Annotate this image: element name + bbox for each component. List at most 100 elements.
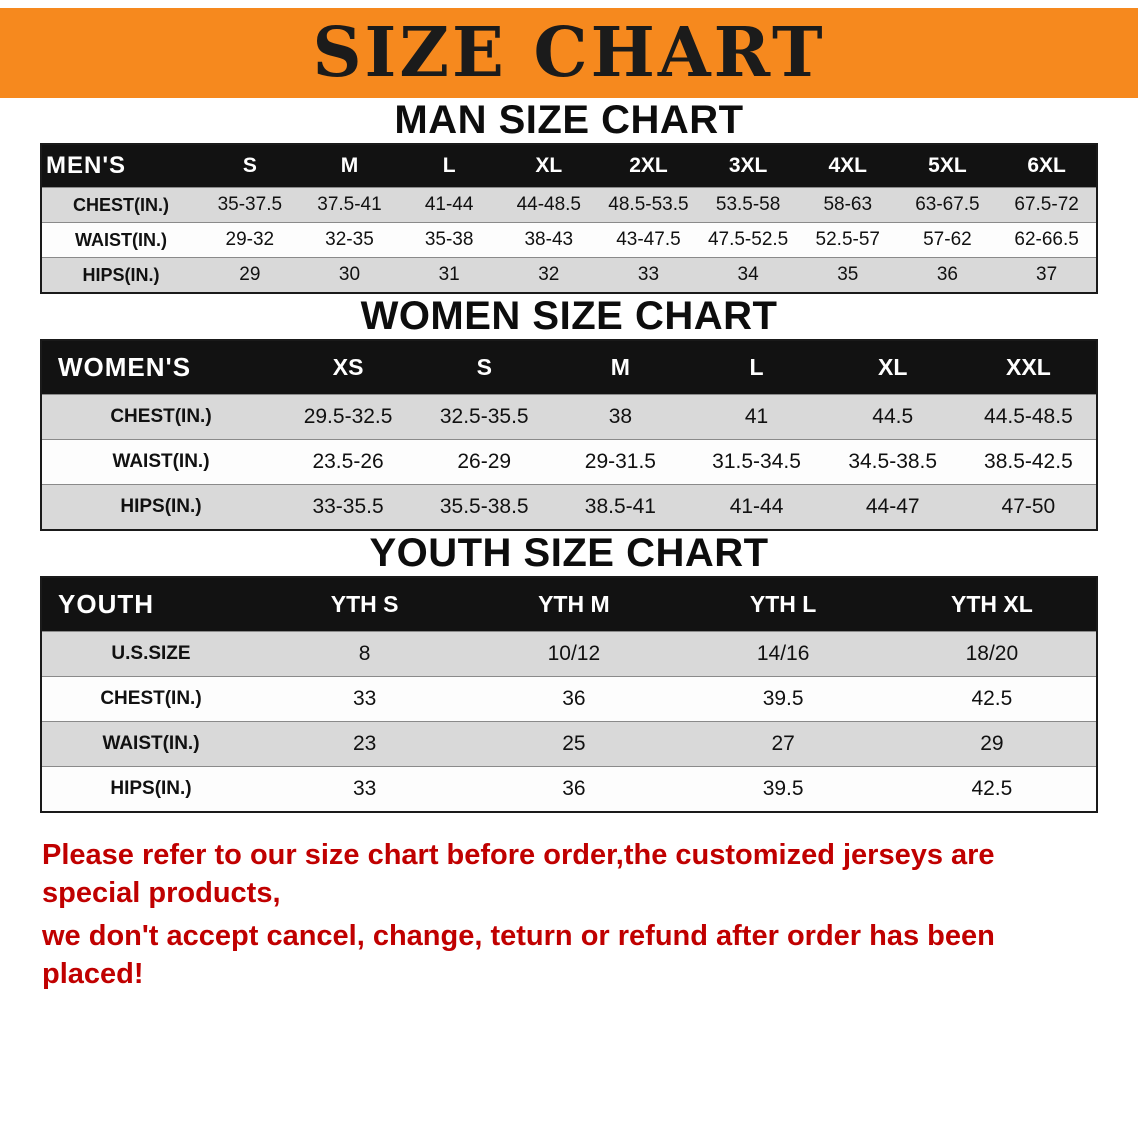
table-row: U.S.SIZE 8 10/12 14/16 18/20	[41, 631, 1097, 677]
measurement-value: 10/12	[469, 631, 679, 677]
table-row: CHEST(IN.) 35-37.5 37.5-41 41-44 44-48.5 48.5…	[41, 187, 1097, 223]
women-section-heading: WOMEN SIZE CHART	[360, 294, 778, 338]
measurement-value: 47.5-52.5	[698, 222, 798, 258]
measurement-value: 37.5-41	[299, 187, 400, 223]
size-column-header: 3XL	[698, 144, 798, 188]
youth-table-wrap: YOUTH YTH S YTH M YTH L YTH XL U.S.SIZE 8 10/12…	[40, 576, 1098, 813]
measurement-value: 41	[688, 394, 825, 440]
measurement-value: 39.5	[678, 766, 888, 812]
measurement-value: 62-66.5	[997, 222, 1097, 258]
measurement-value: 53.5-58	[698, 187, 798, 223]
size-column-header: L	[399, 144, 499, 188]
measurement-value: 58-63	[797, 187, 898, 223]
table-corner-label: YOUTH	[41, 577, 260, 632]
size-column-header: XS	[280, 340, 417, 395]
measurement-value: 29-31.5	[552, 439, 689, 485]
size-column-header: M	[552, 340, 689, 395]
size-column-header: YTH L	[678, 577, 888, 632]
measurement-label: HIPS(IN.)	[41, 257, 200, 293]
measurement-value: 27	[678, 721, 888, 767]
table-header-row: YOUTH YTH S YTH M YTH L YTH XL	[41, 577, 1097, 632]
measurement-value: 44.5-48.5	[960, 394, 1097, 440]
measurement-value: 57-62	[897, 222, 998, 258]
youth-size-table: YOUTH YTH S YTH M YTH L YTH XL U.S.SIZE 8 10/12…	[40, 576, 1098, 813]
measurement-value: 26-29	[416, 439, 553, 485]
measurement-value: 33	[260, 766, 470, 812]
men-size-table: MEN'S S M L XL 2XL 3XL 4XL 5XL 6XL CHEST(IN.) 35-37…	[40, 143, 1098, 294]
measurement-value: 33	[598, 257, 699, 293]
measurement-value: 36	[897, 257, 998, 293]
measurement-value: 39.5	[678, 676, 888, 722]
measurement-value: 35-38	[399, 222, 499, 258]
measurement-value: 42.5	[887, 766, 1097, 812]
measurement-value: 41-44	[688, 484, 825, 530]
table-row: WAIST(IN.) 23.5-26 26-29 29-31.5 31.5-34.5 34…	[41, 439, 1097, 485]
measurement-value: 23.5-26	[280, 439, 417, 485]
table-row: HIPS(IN.) 29 30 31 32 33 34 35 36 37	[41, 257, 1097, 293]
measurement-value: 43-47.5	[598, 222, 699, 258]
measurement-value: 33	[260, 676, 470, 722]
youth-size-section: YOUTH SIZE CHART YOUTH YTH S YTH M YTH L YTH…	[0, 531, 1138, 813]
disclaimer-line: we don't accept cancel, change, teturn o…	[42, 920, 995, 991]
measurement-value: 34.5-38.5	[824, 439, 961, 485]
size-column-header: 6XL	[997, 144, 1097, 188]
table-header-row: WOMEN'S XS S M L XL XXL	[41, 340, 1097, 395]
measurement-value: 29.5-32.5	[280, 394, 417, 440]
measurement-label: WAIST(IN.)	[41, 222, 200, 258]
measurement-label: HIPS(IN.)	[41, 766, 260, 812]
measurement-value: 38.5-41	[552, 484, 689, 530]
measurement-value: 44-47	[824, 484, 961, 530]
measurement-value: 31	[399, 257, 499, 293]
measurement-value: 67.5-72	[997, 187, 1097, 223]
measurement-value: 52.5-57	[797, 222, 898, 258]
women-size-section: WOMEN SIZE CHART WOMEN'S XS S M L XL XXL CHEST(…	[0, 294, 1138, 531]
measurement-value: 29	[887, 721, 1097, 767]
size-column-header: XL	[824, 340, 961, 395]
size-column-header: 2XL	[598, 144, 699, 188]
measurement-value: 23	[260, 721, 470, 767]
measurement-value: 18/20	[887, 631, 1097, 677]
measurement-value: 38	[552, 394, 689, 440]
size-column-header: YTH M	[469, 577, 679, 632]
size-column-header: YTH S	[260, 577, 470, 632]
measurement-label: WAIST(IN.)	[41, 721, 260, 767]
size-column-header: 4XL	[797, 144, 898, 188]
measurement-value: 47-50	[960, 484, 1097, 530]
measurement-value: 25	[469, 721, 679, 767]
women-size-table: WOMEN'S XS S M L XL XXL CHEST(IN.) 29.5-32.5 32.5…	[40, 339, 1098, 531]
measurement-label: CHEST(IN.)	[41, 676, 260, 722]
measurement-value: 42.5	[887, 676, 1097, 722]
measurement-label: CHEST(IN.)	[41, 187, 200, 223]
measurement-value: 38-43	[498, 222, 599, 258]
size-column-header: S	[200, 144, 300, 188]
measurement-value: 36	[469, 676, 679, 722]
measurement-value: 30	[299, 257, 400, 293]
measurement-value: 41-44	[399, 187, 499, 223]
table-row: CHEST(IN.) 33 36 39.5 42.5	[41, 676, 1097, 722]
measurement-value: 63-67.5	[897, 187, 998, 223]
measurement-value: 44.5	[824, 394, 961, 440]
measurement-value: 8	[260, 631, 470, 677]
measurement-label: CHEST(IN.)	[41, 394, 280, 440]
banner: SIZE CHART	[0, 8, 1138, 98]
table-row: WAIST(IN.) 23 25 27 29	[41, 721, 1097, 767]
measurement-label: WAIST(IN.)	[41, 439, 280, 485]
men-size-section: MAN SIZE CHART MEN'S S M L XL 2XL 3XL 4XL 5XL 6XL…	[0, 98, 1138, 294]
measurement-label: HIPS(IN.)	[41, 484, 280, 530]
measurement-value: 34	[698, 257, 798, 293]
measurement-value: 33-35.5	[280, 484, 417, 530]
table-corner-label: WOMEN'S	[41, 340, 280, 395]
men-table-wrap: MEN'S S M L XL 2XL 3XL 4XL 5XL 6XL CHEST(IN.) 35-37…	[40, 143, 1098, 294]
size-column-header: YTH XL	[887, 577, 1097, 632]
table-row: HIPS(IN.) 33 36 39.5 42.5	[41, 766, 1097, 812]
measurement-value: 29	[200, 257, 300, 293]
page-title: SIZE CHART	[312, 13, 826, 93]
youth-section-heading: YOUTH SIZE CHART	[369, 531, 769, 575]
size-column-header: 5XL	[897, 144, 998, 188]
women-table-wrap: WOMEN'S XS S M L XL XXL CHEST(IN.) 29.5-32.5 32.5…	[40, 339, 1098, 531]
measurement-value: 29-32	[200, 222, 300, 258]
size-column-header: S	[416, 340, 553, 395]
table-row: CHEST(IN.) 29.5-32.5 32.5-35.5 38 41 44.5 44.5…	[41, 394, 1097, 440]
size-column-header: XL	[498, 144, 599, 188]
measurement-value: 32	[498, 257, 599, 293]
